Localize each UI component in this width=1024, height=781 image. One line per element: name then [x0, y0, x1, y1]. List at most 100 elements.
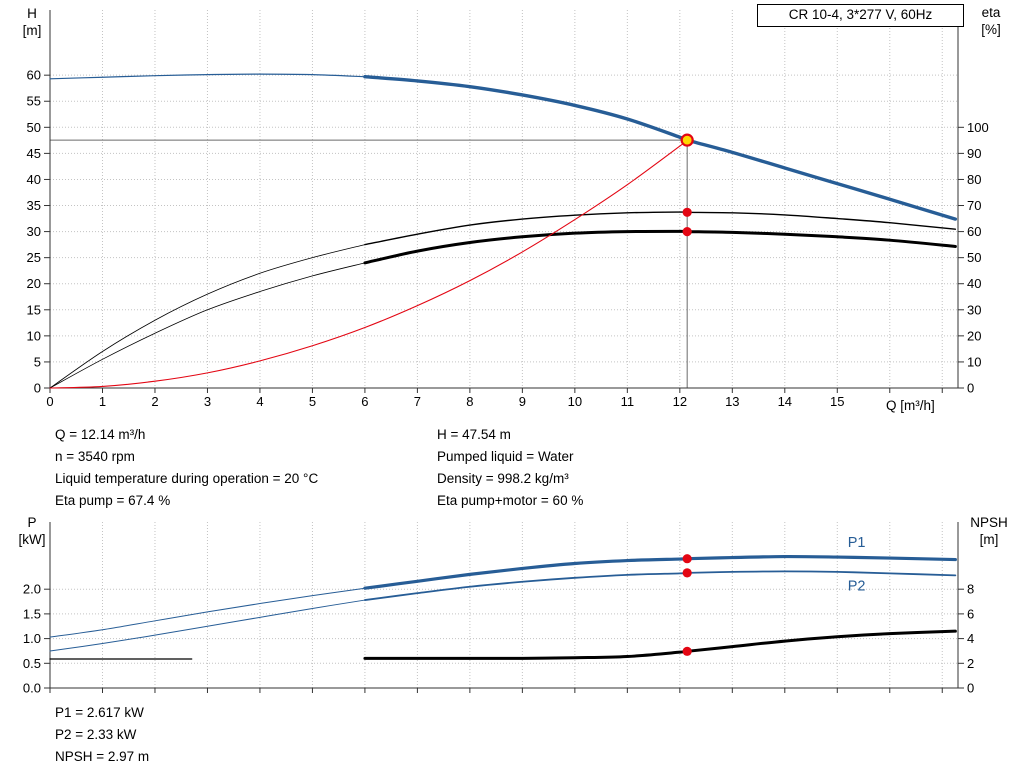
svg-text:40: 40: [27, 172, 41, 187]
svg-text:1.0: 1.0: [23, 631, 41, 646]
p2-curve-low: [49, 599, 366, 652]
duty-guides: [50, 139, 688, 388]
svg-text:40: 40: [967, 276, 981, 291]
p2-point: [682, 568, 692, 578]
info-line: Density = 998.2 kg/m³: [437, 471, 569, 486]
svg-text:70: 70: [967, 198, 981, 213]
info-line: Pumped liquid = Water: [437, 449, 574, 464]
tick-labels: 0.0 0.5 1.0 1.5 2.0 0 2 4 6 8: [23, 582, 974, 696]
grid: [50, 10, 958, 388]
svg-text:1.5: 1.5: [23, 606, 41, 621]
svg-text:35: 35: [27, 198, 41, 213]
npsh-axis-title: NPSH [m]: [958, 514, 1020, 548]
svg-text:5: 5: [34, 354, 41, 369]
eta-axis-unit: [%]: [981, 22, 1001, 37]
power-axis-unit: [kW]: [18, 532, 46, 547]
curve-label-p2: P2: [848, 579, 866, 595]
svg-text:90: 90: [967, 146, 981, 161]
eta-pump-low: [49, 244, 366, 389]
info-line: Liquid temperature during operation = 20…: [55, 471, 319, 486]
svg-text:50: 50: [27, 120, 41, 135]
svg-text:0: 0: [967, 681, 974, 696]
info-line: H = 47.54 m: [437, 427, 511, 442]
axes: [49, 522, 959, 689]
head-axis-label: H: [27, 6, 37, 21]
svg-text:10: 10: [27, 328, 41, 343]
eta-pump-motor-low: [49, 262, 366, 389]
npsh-curve: [363, 629, 957, 660]
svg-text:11: 11: [621, 394, 635, 409]
info-line: P1 = 2.617 kW: [55, 705, 144, 720]
svg-text:0: 0: [967, 381, 974, 396]
p1-curve-low: [49, 587, 366, 638]
svg-text:5: 5: [309, 394, 316, 409]
svg-text:2.0: 2.0: [23, 582, 41, 597]
info-line: Eta pump+motor = 60 %: [437, 493, 584, 508]
info-line: n = 3540 rpm: [55, 449, 135, 464]
x-axis-unit-label: Q [m³/h]: [886, 398, 935, 413]
svg-text:55: 55: [27, 94, 41, 109]
grid: [50, 522, 958, 688]
p1-point: [682, 554, 692, 564]
npsh-axis-label: NPSH: [970, 515, 1008, 530]
svg-text:15: 15: [27, 302, 41, 317]
svg-text:20: 20: [967, 328, 981, 343]
duty-info-left: Q = 12.14 m³/h n = 3540 rpm Liquid tempera…: [55, 424, 318, 512]
tick-labels: 0 1 2 3 4 5 6 7 8 9 10 11 12 13 14 15051015202530354045…: [27, 68, 989, 409]
pump-curve: [363, 75, 958, 221]
svg-text:6: 6: [967, 606, 974, 621]
power-axis-title: P [kW]: [8, 514, 56, 548]
eta-pump-point: [682, 207, 692, 217]
svg-text:4: 4: [967, 631, 974, 646]
svg-text:10: 10: [967, 354, 981, 369]
head-axis-unit: [m]: [22, 23, 42, 38]
duty-info-right: H = 47.54 m Pumped liquid = Water Density …: [437, 424, 583, 512]
svg-text:8: 8: [967, 582, 974, 597]
power-info: P1 = 2.617 kW P2 = 2.33 kW NPSH = 2.97 m: [55, 702, 149, 768]
svg-text:45: 45: [27, 146, 41, 161]
info-line: P2 = 2.33 kW: [55, 727, 137, 742]
svg-text:10: 10: [568, 394, 582, 409]
svg-text:13: 13: [725, 394, 739, 409]
svg-text:4: 4: [256, 394, 263, 409]
eta-pump-motor-point: [682, 226, 692, 237]
svg-text:0.0: 0.0: [23, 681, 41, 696]
svg-text:80: 80: [967, 172, 981, 187]
head-axis-title: H [m]: [8, 5, 56, 39]
svg-text:60: 60: [967, 224, 981, 239]
system-curve: [49, 139, 688, 389]
curve-label-p1: P1: [848, 535, 866, 551]
svg-text:20: 20: [27, 276, 41, 291]
info-line: Eta pump = 67.4 %: [55, 493, 171, 508]
info-line: Q = 12.14 m³/h: [55, 427, 146, 442]
svg-text:3: 3: [204, 394, 211, 409]
svg-text:25: 25: [27, 250, 41, 265]
eta-pump-motor: [363, 229, 957, 265]
svg-text:30: 30: [967, 302, 981, 317]
power-axis-label: P: [27, 515, 37, 530]
svg-text:2: 2: [151, 394, 158, 409]
svg-text:1: 1: [99, 394, 106, 409]
head-eta-chart: 0 1 2 3 4 5 6 7 8 9 10 11 12 13 14 15051015202530354045…: [27, 10, 989, 409]
pump-model-box: CR 10-4, 3*277 V, 60Hz: [757, 4, 964, 27]
svg-text:100: 100: [967, 120, 989, 135]
svg-text:2: 2: [967, 656, 974, 671]
eta-axis-title: eta [%]: [964, 4, 1018, 38]
npsh-point: [682, 646, 692, 656]
svg-text:8: 8: [466, 394, 473, 409]
svg-text:0.5: 0.5: [23, 656, 41, 671]
svg-text:7: 7: [414, 394, 421, 409]
eta-pump: [364, 211, 957, 246]
svg-text:60: 60: [27, 68, 41, 83]
svg-text:0: 0: [46, 394, 53, 409]
p1-curve: [363, 554, 957, 590]
svg-text:30: 30: [27, 224, 41, 239]
duty-point: [680, 133, 694, 147]
svg-text:14: 14: [778, 394, 792, 409]
pump-curve-low: [49, 73, 366, 80]
eta-axis-label: eta: [981, 5, 1001, 20]
svg-text:50: 50: [967, 250, 981, 265]
svg-text:15: 15: [830, 394, 844, 409]
svg-text:0: 0: [34, 381, 41, 396]
